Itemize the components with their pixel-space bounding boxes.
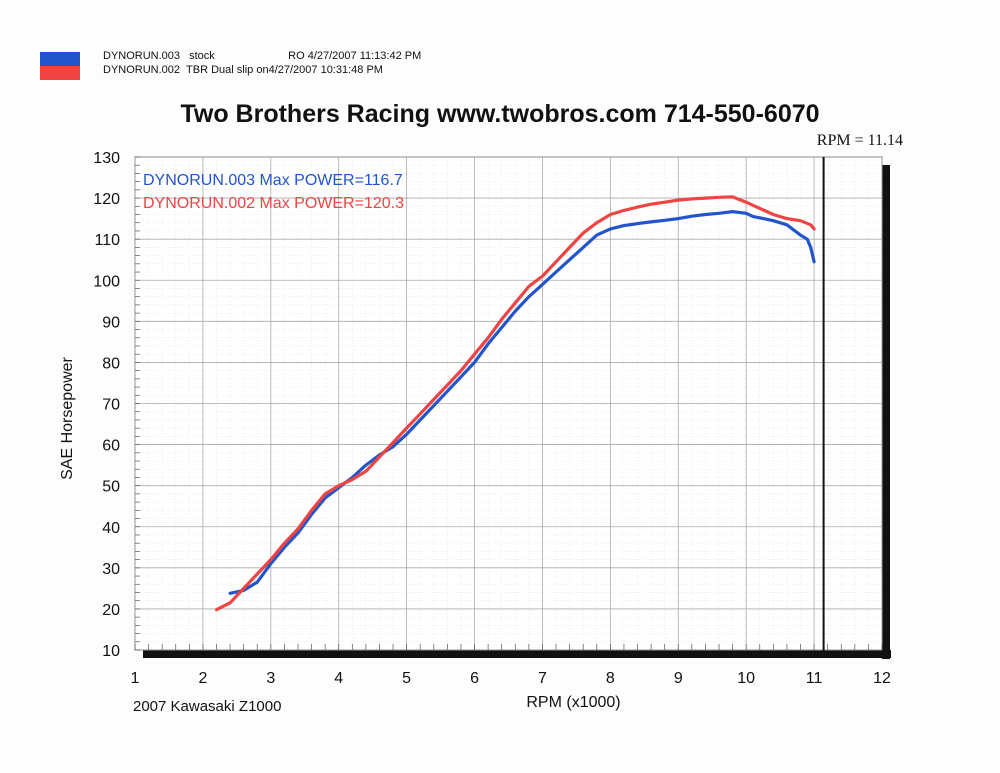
y-tick-label: 120	[93, 191, 120, 208]
x-tick-label: 5	[402, 670, 411, 687]
y-tick-label: 70	[102, 397, 120, 414]
legend-swatch-red	[40, 66, 80, 80]
run-file: DYNORUN.003	[103, 50, 181, 62]
x-tick-label: 9	[674, 670, 683, 687]
frame-shadow-bottom	[143, 650, 891, 658]
x-tick-label: 8	[606, 670, 615, 687]
y-tick-label: 130	[93, 150, 120, 167]
x-tick-label: 3	[266, 670, 275, 687]
run-extra: 4/27/2007 10:31:48 PM	[268, 64, 383, 76]
max-power-annotation: DYNORUN.003 Max POWER=116.7	[143, 172, 403, 189]
run-desc: stock	[189, 50, 215, 62]
legend-swatches	[40, 52, 80, 80]
run-file: DYNORUN.002	[103, 64, 181, 76]
y-axis-label: SAE Horsepower	[59, 356, 76, 479]
x-tick-label: 7	[538, 670, 547, 687]
y-tick-label: 60	[102, 438, 120, 455]
y-tick-label: 50	[102, 479, 120, 496]
y-tick-label: 90	[102, 314, 120, 331]
page-title: Two Brothers Racing www.twobros.com 714-…	[180, 100, 820, 128]
y-tick-label: 110	[94, 232, 120, 249]
x-axis-label: RPM (x1000)	[526, 694, 620, 711]
y-tick-label: 20	[102, 602, 120, 619]
y-tick-label: 100	[93, 273, 120, 290]
y-tick-label: 80	[102, 355, 120, 372]
run-legend-row-003: DYNORUN.003 stock RO 4/27/2007 11:13:42 …	[103, 49, 427, 63]
x-tick-label: 10	[737, 670, 755, 687]
run-legend: DYNORUN.003 stock RO 4/27/2007 11:13:42 …	[103, 49, 427, 77]
y-tick-label: 10	[102, 643, 120, 660]
run-legend-row-002: DYNORUN.002 TBR Dual slip on4/27/2007 10:…	[103, 63, 427, 77]
run-extra: RO 4/27/2007 11:13:42 PM	[288, 50, 422, 62]
series-line-DYNORUN.002	[214, 195, 816, 612]
series-line-DYNORUN.003	[228, 210, 816, 595]
y-tick-label: 30	[102, 561, 120, 578]
rpm-readout: RPM = 11.14	[816, 132, 903, 149]
legend-swatch-blue	[40, 52, 80, 66]
y-tick-label: 40	[102, 520, 120, 537]
x-tick-label: 1	[131, 670, 140, 687]
vehicle-caption: 2007 Kawasaki Z1000	[133, 698, 282, 715]
run-desc: TBR Dual slip on	[186, 64, 269, 76]
x-tick-label: 11	[806, 670, 823, 687]
x-tick-label: 4	[334, 670, 343, 687]
x-tick-label: 12	[873, 670, 891, 687]
x-tick-label: 2	[198, 670, 207, 687]
x-tick-label: 6	[470, 670, 479, 687]
max-power-annotation: DYNORUN.002 Max POWER=120.3	[143, 195, 404, 212]
frame-shadow-right	[882, 165, 890, 659]
